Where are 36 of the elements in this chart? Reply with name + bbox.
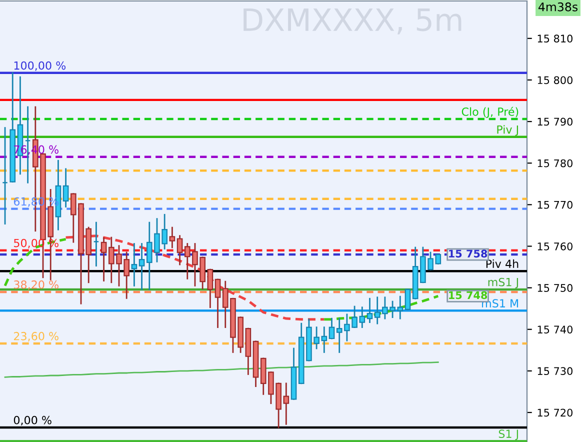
candlestick bbox=[94, 222, 99, 266]
annotation: 100,00 % bbox=[14, 61, 66, 71]
y-tick-label: 15 790 bbox=[538, 118, 572, 126]
line-series bbox=[64, 234, 326, 321]
y-tick-label: 15 740 bbox=[538, 326, 572, 334]
y-tick-label: 15 780 bbox=[538, 159, 572, 168]
annotation: 23,60 % bbox=[14, 332, 58, 342]
y-tick-label: 15 800 bbox=[538, 76, 572, 84]
candlestick bbox=[404, 288, 411, 310]
ref-line-label: Clo (J, Pré) bbox=[462, 106, 518, 118]
text: 15 758 bbox=[449, 250, 488, 258]
candlestick bbox=[283, 382, 290, 425]
candlestick bbox=[62, 168, 69, 208]
ref-line-label: mS1 J bbox=[488, 278, 518, 288]
candlestick bbox=[138, 243, 145, 290]
y-tick-label: 15 770 bbox=[538, 200, 572, 209]
annotation: 38,20 % bbox=[14, 280, 58, 290]
candlestick bbox=[214, 278, 221, 328]
text: 4m38s bbox=[538, 2, 578, 12]
data-label: 15 748 bbox=[449, 291, 488, 300]
candlestick bbox=[100, 237, 107, 282]
line-series bbox=[4, 362, 439, 378]
y-tick-label: 15 730 bbox=[538, 367, 572, 376]
candlestick bbox=[328, 318, 335, 340]
candlestick bbox=[176, 235, 183, 266]
candlestick bbox=[366, 298, 373, 323]
ref-line-label: S1 J bbox=[498, 430, 518, 440]
candlestick bbox=[169, 226, 176, 248]
y-tick-label: 15 720 bbox=[538, 408, 572, 417]
candlestick bbox=[131, 243, 138, 286]
candlestick bbox=[207, 268, 214, 308]
y-tick-label: 15 750 bbox=[538, 284, 572, 292]
annotation: 0,00 % bbox=[14, 416, 52, 426]
y-tick-label: 15 760 bbox=[538, 242, 572, 250]
ref-line-label: Piv J bbox=[497, 125, 518, 136]
y-tick-label: 15 810 bbox=[538, 34, 572, 43]
